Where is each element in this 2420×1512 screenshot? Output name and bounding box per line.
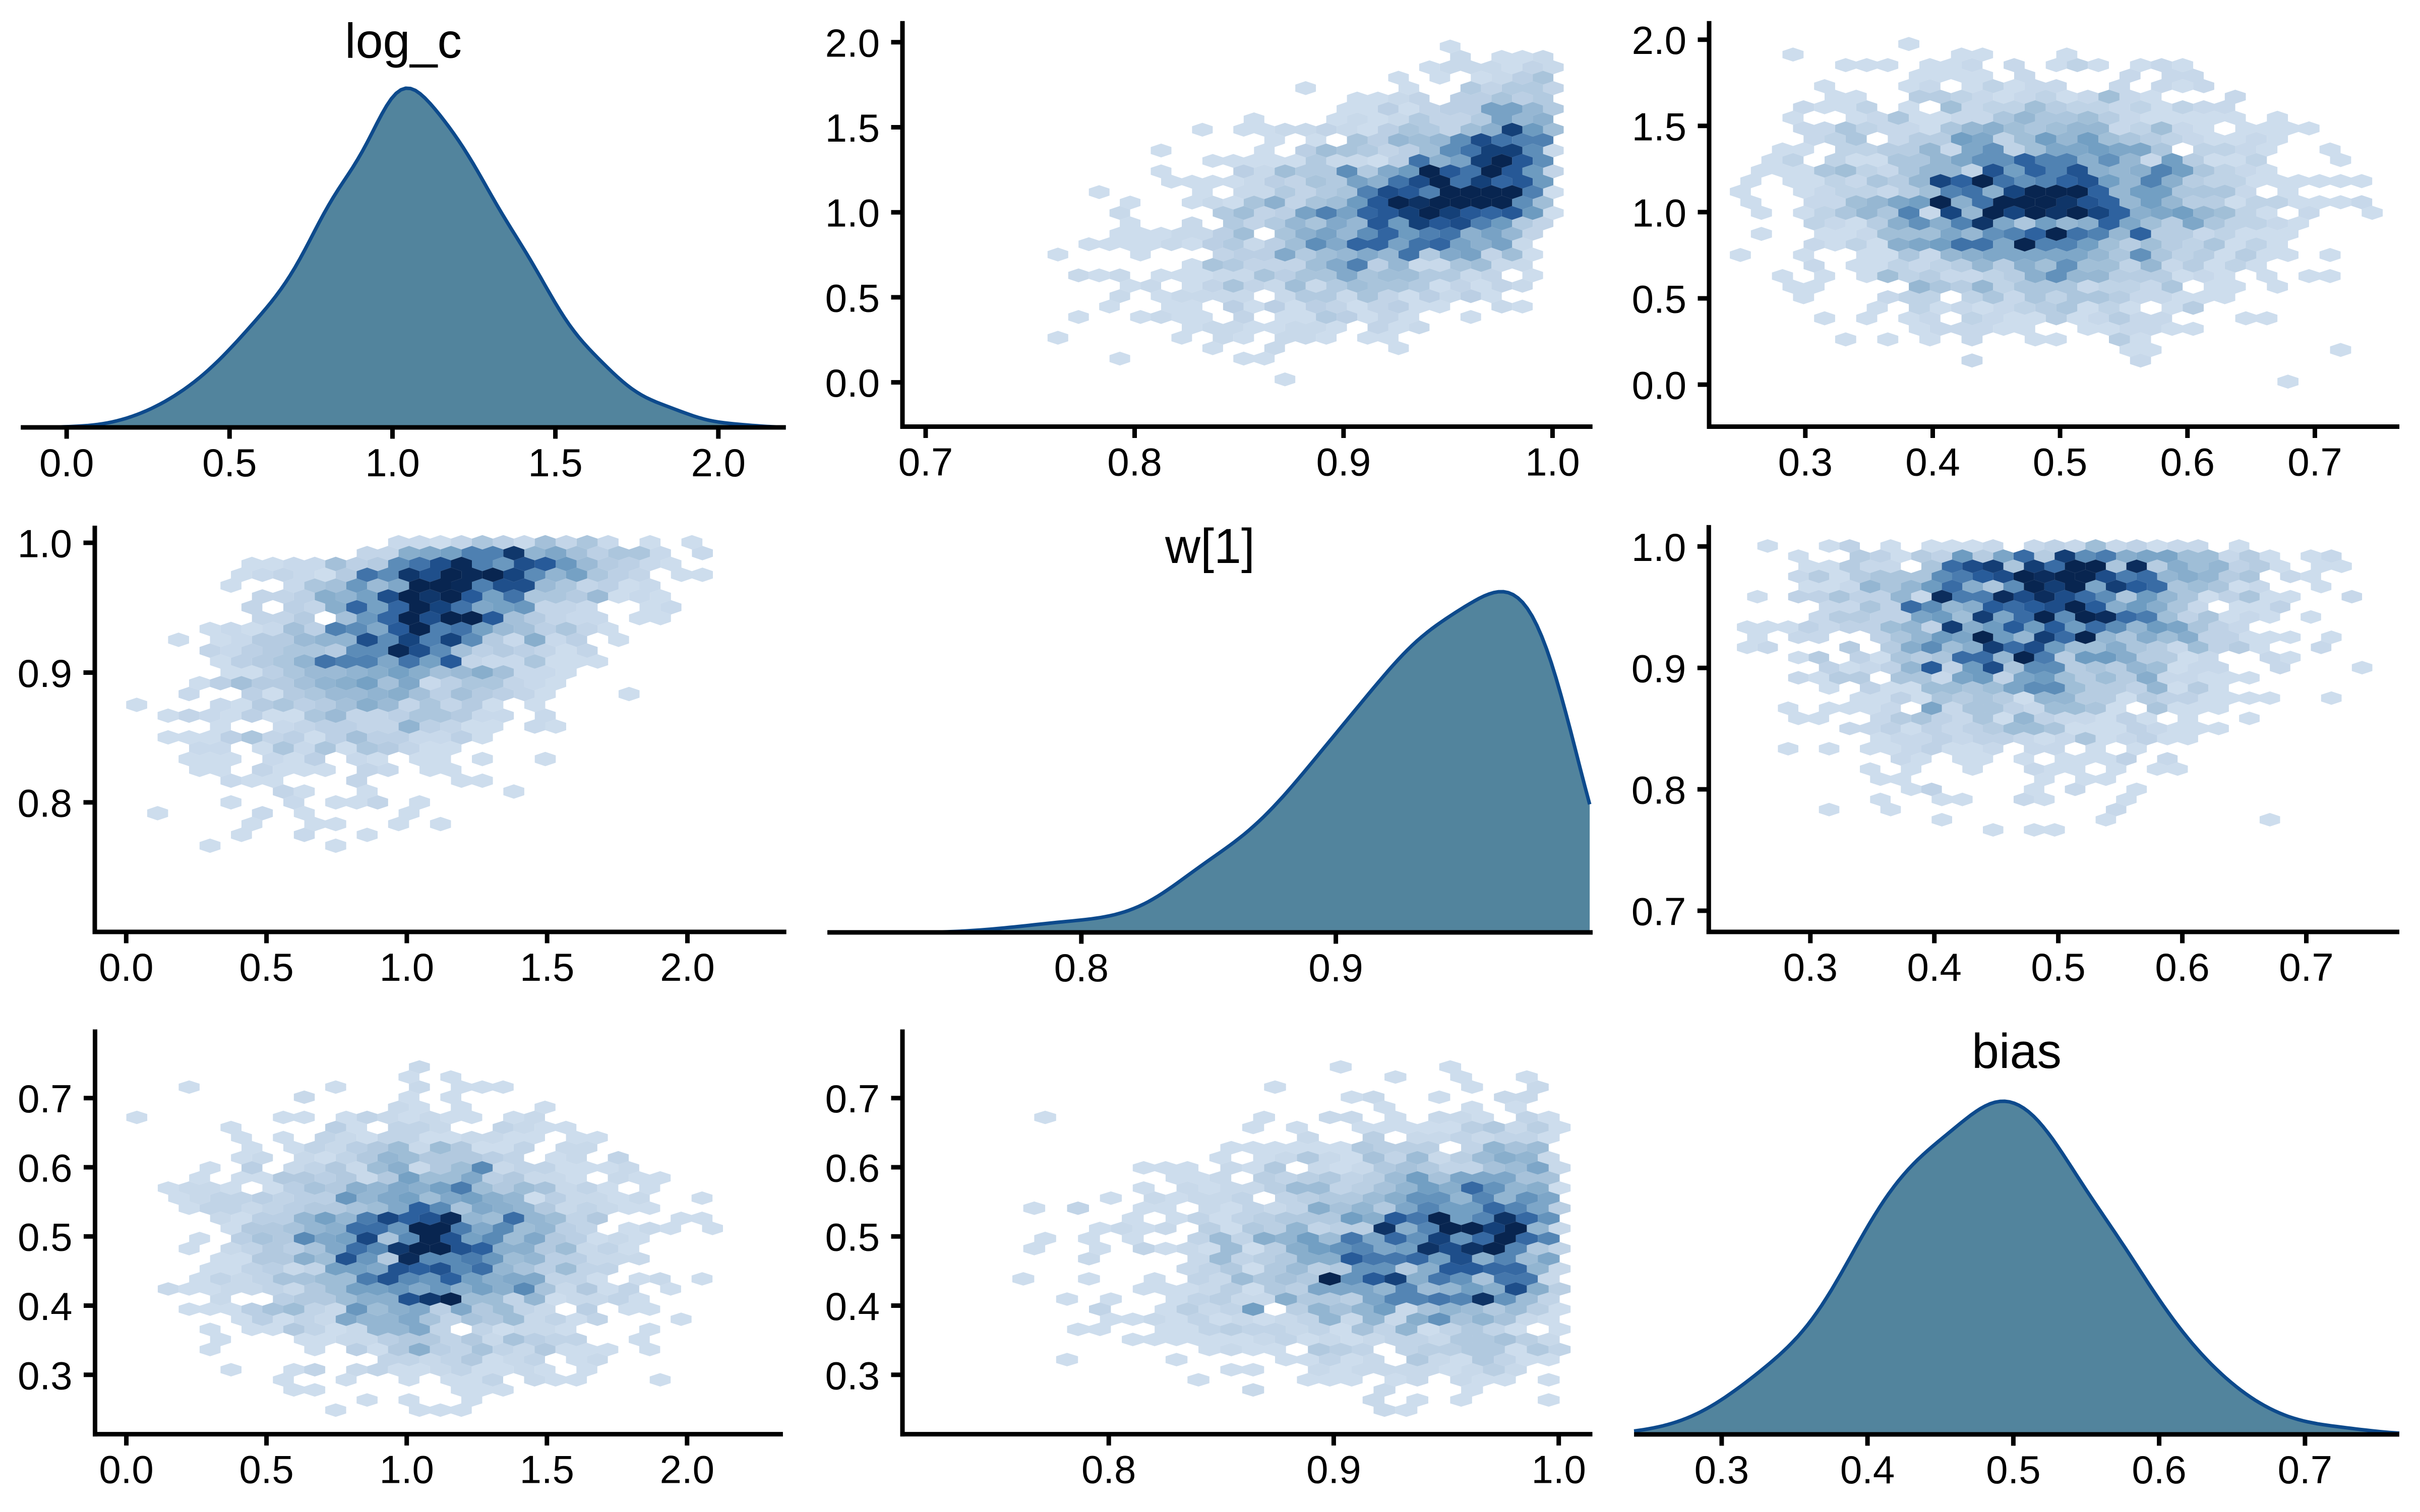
svg-text:2.0: 2.0 bbox=[660, 1447, 714, 1492]
svg-text:0.3: 0.3 bbox=[1783, 945, 1838, 989]
svg-text:1.0: 1.0 bbox=[825, 191, 880, 235]
svg-text:0.0: 0.0 bbox=[99, 945, 153, 989]
svg-text:0.0: 0.0 bbox=[99, 1447, 153, 1492]
svg-text:1.5: 1.5 bbox=[520, 945, 574, 989]
svg-text:2.0: 2.0 bbox=[691, 440, 746, 485]
svg-text:1.5: 1.5 bbox=[825, 106, 880, 150]
svg-text:log_c: log_c bbox=[345, 14, 462, 69]
svg-text:1.5: 1.5 bbox=[520, 1447, 574, 1492]
svg-text:0.0: 0.0 bbox=[1632, 363, 1686, 408]
svg-text:0.5: 0.5 bbox=[1632, 277, 1686, 322]
svg-text:0.0: 0.0 bbox=[825, 361, 880, 405]
svg-text:0.5: 0.5 bbox=[18, 1215, 72, 1259]
svg-text:0.3: 0.3 bbox=[1778, 440, 1833, 484]
svg-text:0.6: 0.6 bbox=[18, 1146, 72, 1190]
svg-text:0.4: 0.4 bbox=[18, 1284, 72, 1329]
svg-text:0.6: 0.6 bbox=[825, 1146, 880, 1190]
svg-text:0.7: 0.7 bbox=[18, 1077, 72, 1121]
svg-text:0.4: 0.4 bbox=[1907, 945, 1961, 989]
svg-text:0.5: 0.5 bbox=[2031, 945, 2085, 989]
svg-text:0.9: 0.9 bbox=[1308, 946, 1363, 990]
svg-text:0.9: 0.9 bbox=[1306, 1447, 1361, 1492]
svg-text:0.0: 0.0 bbox=[39, 440, 94, 485]
svg-text:1.5: 1.5 bbox=[1632, 104, 1686, 149]
svg-text:bias: bias bbox=[1972, 1024, 2062, 1079]
svg-text:1.0: 1.0 bbox=[1531, 1447, 1586, 1492]
svg-text:0.4: 0.4 bbox=[1840, 1447, 1895, 1492]
svg-text:0.5: 0.5 bbox=[239, 945, 293, 989]
svg-text:1.0: 1.0 bbox=[379, 1447, 434, 1492]
svg-text:0.8: 0.8 bbox=[18, 781, 72, 826]
svg-text:0.6: 0.6 bbox=[2132, 1447, 2186, 1492]
svg-text:0.5: 0.5 bbox=[2033, 440, 2087, 484]
svg-text:0.7: 0.7 bbox=[825, 1077, 880, 1121]
svg-text:2.0: 2.0 bbox=[660, 945, 714, 989]
svg-text:1.0: 1.0 bbox=[380, 945, 434, 989]
svg-text:1.5: 1.5 bbox=[528, 440, 582, 485]
svg-text:0.7: 0.7 bbox=[1631, 890, 1686, 934]
svg-text:0.5: 0.5 bbox=[1986, 1447, 2040, 1492]
svg-text:0.8: 0.8 bbox=[1631, 768, 1686, 812]
svg-text:0.5: 0.5 bbox=[239, 1447, 293, 1492]
svg-text:0.8: 0.8 bbox=[1054, 946, 1109, 990]
svg-text:2.0: 2.0 bbox=[1632, 18, 1686, 62]
svg-text:w[1]: w[1] bbox=[1165, 519, 1255, 574]
svg-text:0.3: 0.3 bbox=[825, 1353, 880, 1398]
svg-text:0.9: 0.9 bbox=[1631, 647, 1686, 691]
svg-text:1.0: 1.0 bbox=[1525, 440, 1580, 484]
svg-text:0.4: 0.4 bbox=[1905, 440, 1960, 484]
svg-text:0.5: 0.5 bbox=[825, 1215, 880, 1259]
svg-text:0.9: 0.9 bbox=[18, 651, 72, 696]
svg-text:0.7: 0.7 bbox=[898, 440, 953, 484]
svg-text:0.7: 0.7 bbox=[2279, 945, 2333, 989]
svg-text:0.6: 0.6 bbox=[2155, 945, 2209, 989]
svg-text:0.9: 0.9 bbox=[1316, 440, 1371, 484]
svg-text:0.5: 0.5 bbox=[825, 276, 880, 320]
svg-text:0.5: 0.5 bbox=[202, 440, 257, 485]
svg-text:1.0: 1.0 bbox=[1631, 525, 1686, 570]
svg-text:0.3: 0.3 bbox=[18, 1353, 72, 1398]
svg-text:0.6: 0.6 bbox=[2160, 440, 2215, 484]
svg-text:0.3: 0.3 bbox=[1695, 1447, 1749, 1492]
svg-text:0.7: 0.7 bbox=[2278, 1447, 2332, 1492]
svg-text:1.0: 1.0 bbox=[18, 522, 72, 566]
svg-text:2.0: 2.0 bbox=[825, 21, 880, 65]
svg-text:0.4: 0.4 bbox=[825, 1284, 880, 1329]
svg-text:0.8: 0.8 bbox=[1107, 440, 1162, 484]
svg-text:0.7: 0.7 bbox=[2287, 440, 2342, 484]
svg-text:0.8: 0.8 bbox=[1081, 1447, 1136, 1492]
svg-text:1.0: 1.0 bbox=[365, 440, 419, 485]
svg-text:1.0: 1.0 bbox=[1632, 191, 1686, 235]
